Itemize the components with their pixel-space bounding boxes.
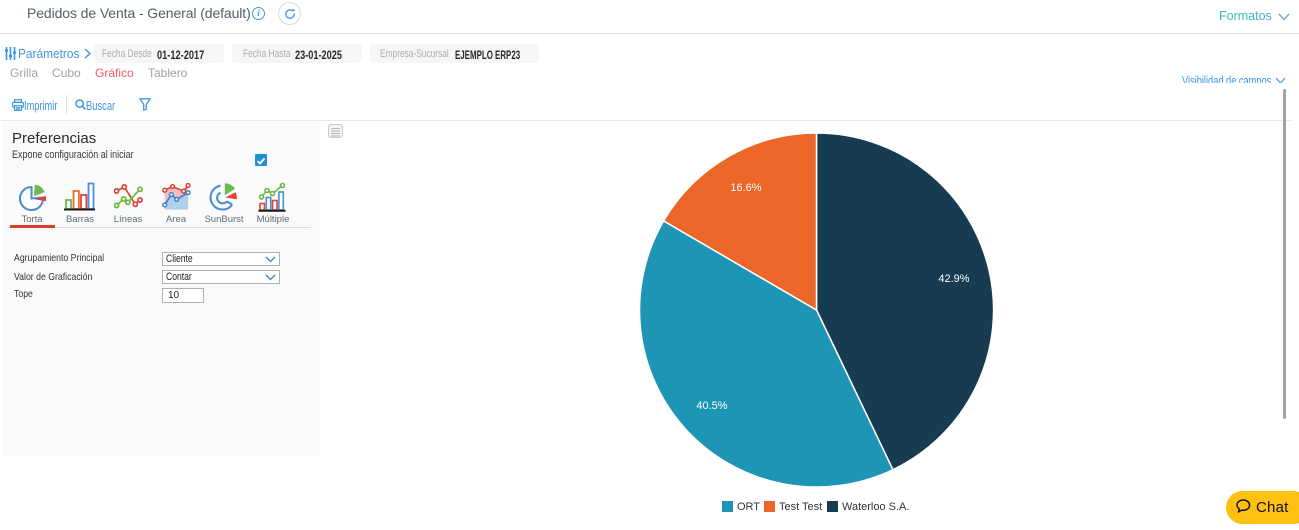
svg-text:16.6%: 16.6% <box>730 182 761 194</box>
svg-text:40.5%: 40.5% <box>696 400 727 412</box>
svg-text:42.9%: 42.9% <box>938 273 969 285</box>
